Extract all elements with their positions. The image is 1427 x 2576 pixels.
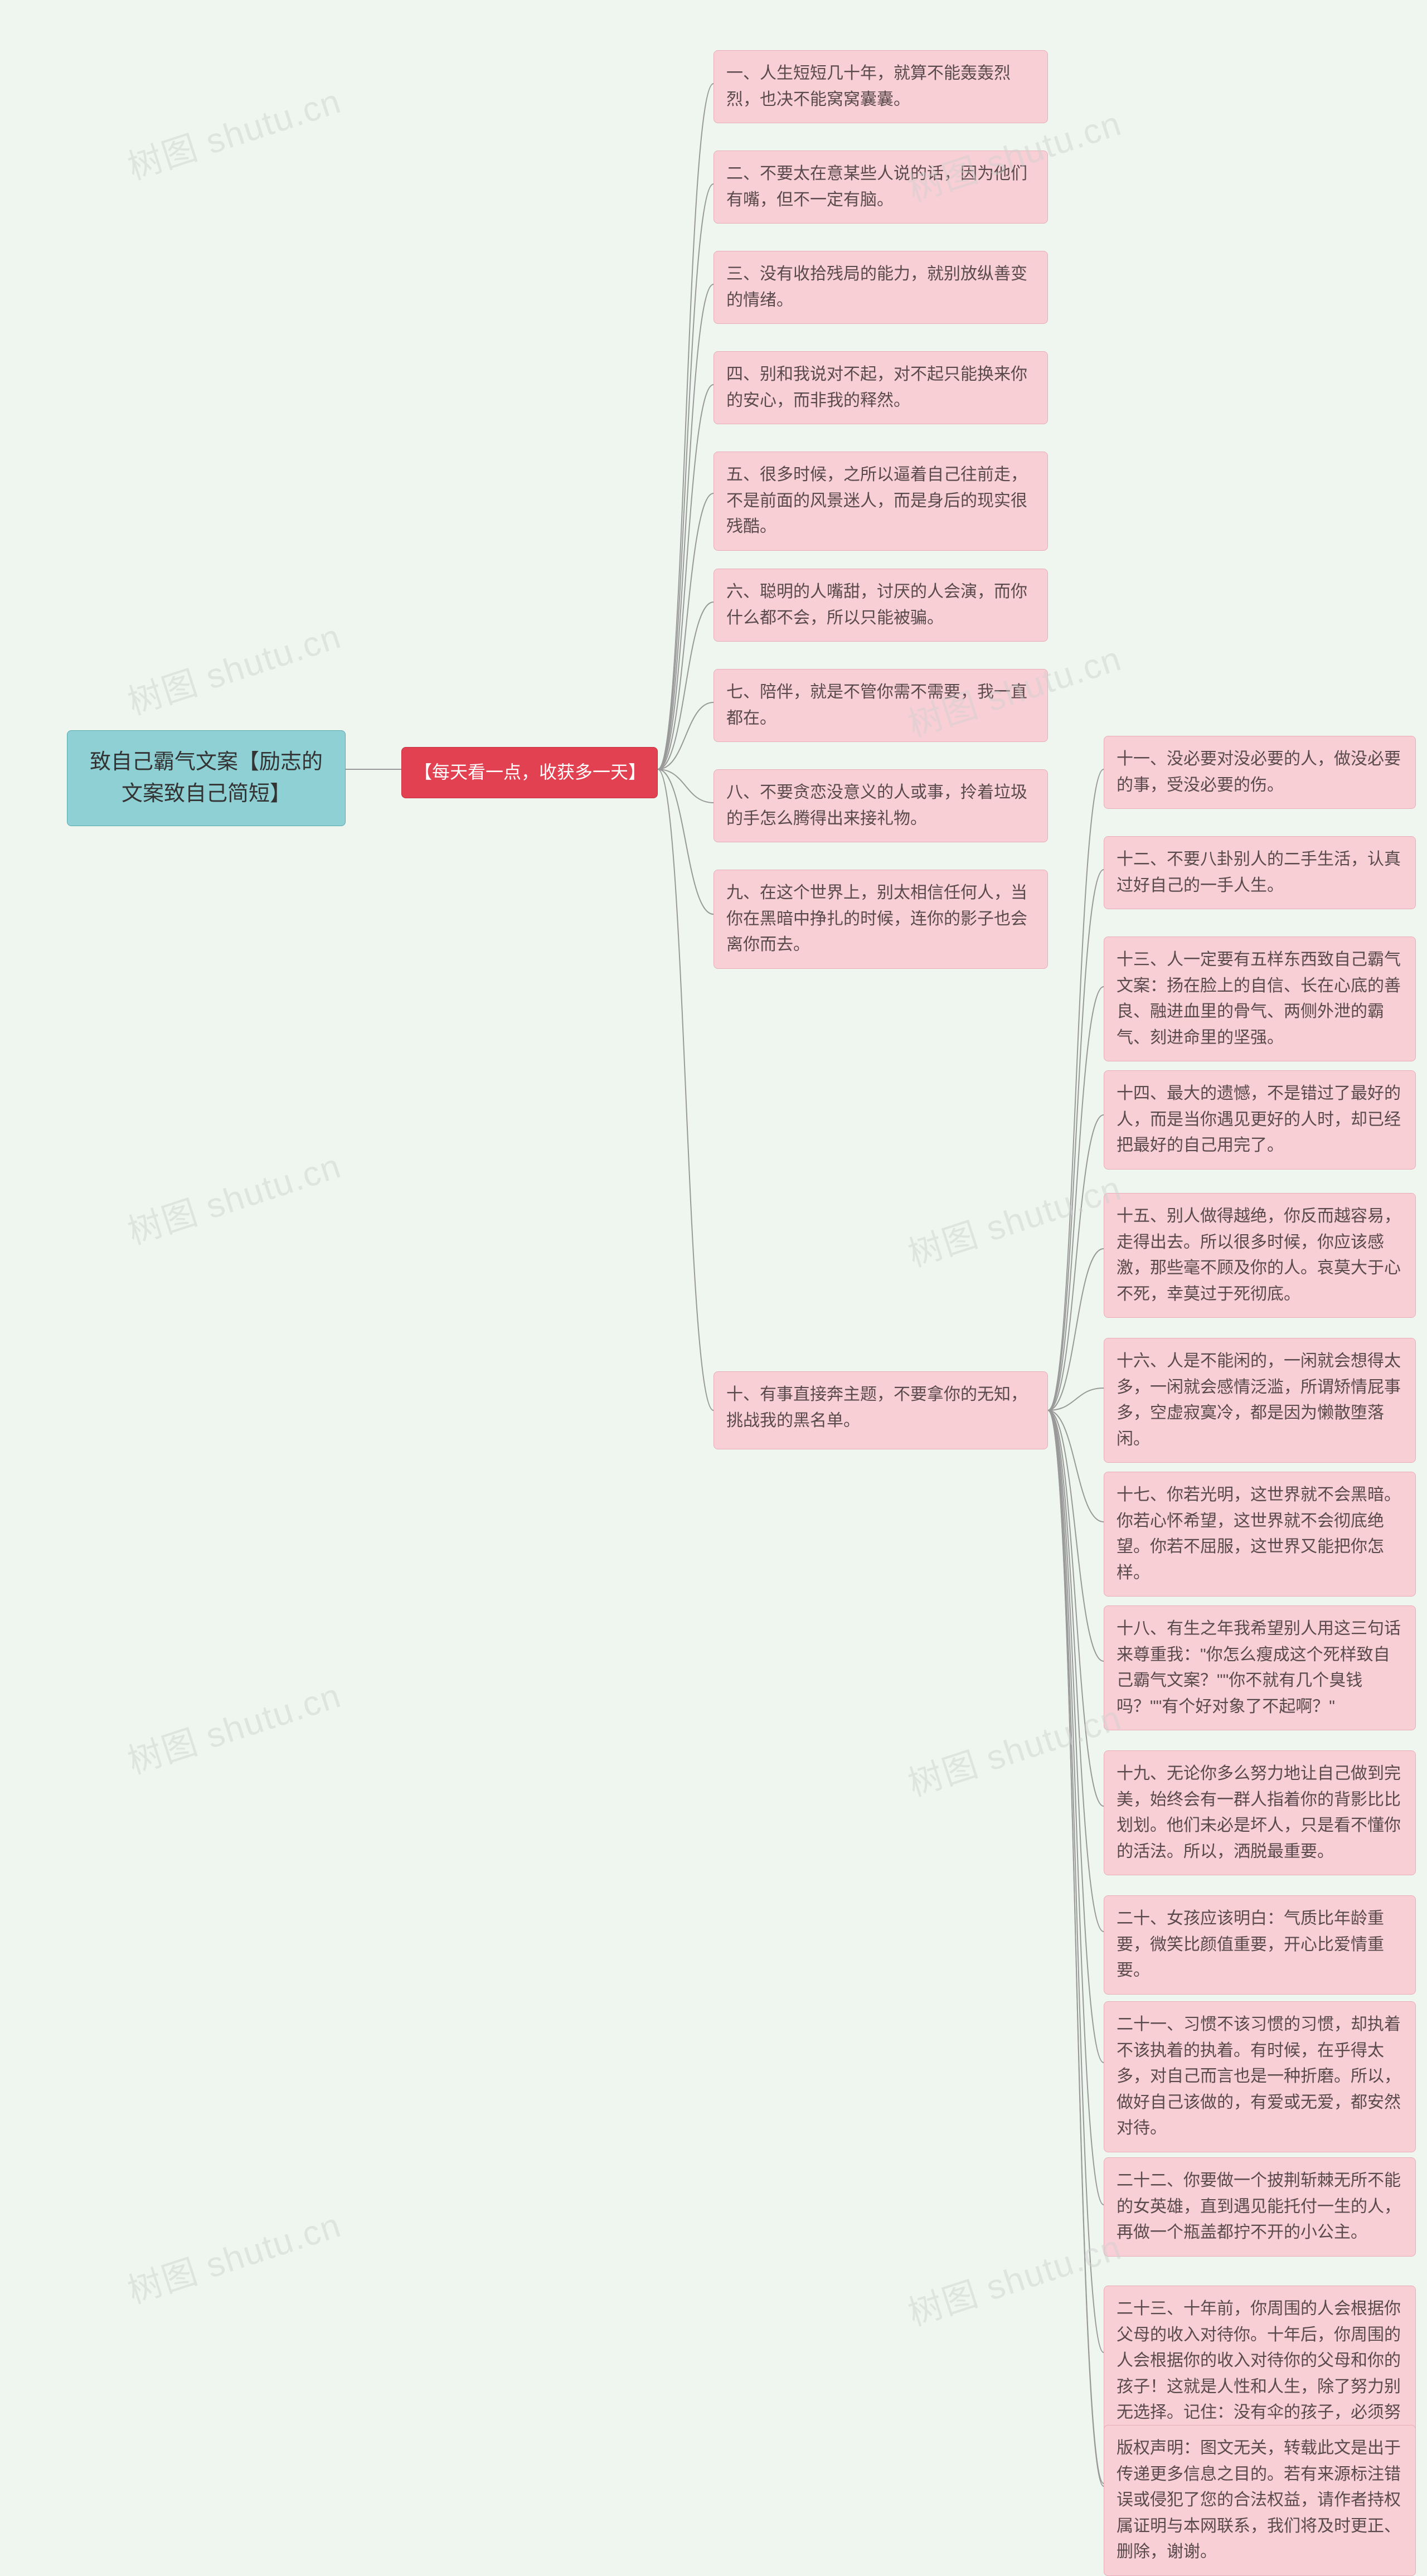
leaf-right-4: 十四、最大的遗憾，不是错过了最好的人，而是当你遇见更好的人时，却已经把最好的自己… <box>1104 1070 1416 1170</box>
leaf-right-11: 二十一、习惯不该习惯的习惯，却执着不该执着的执着。有时候，在乎得太多，对自己而言… <box>1104 2001 1416 2152</box>
leaf-top-8: 八、不要贪恋没意义的人或事，拎着垃圾的手怎么腾得出来接礼物。 <box>714 769 1048 842</box>
leaf-top-1: 一、人生短短几十年，就算不能轰轰烈烈，也决不能窝窝囊囊。 <box>714 50 1048 123</box>
leaf-right-15: 版权声明：图文无关，转载此文是出于传递更多信息之目的。若有来源标注错误或侵犯了您… <box>1104 2425 1416 2576</box>
watermark: 树图 shutu.cn <box>901 1160 1127 1276</box>
leaf-right-6: 十六、人是不能闲的，一闲就会想得太多，一闲就会感情泛滥，所谓矫情屁事多，空虚寂寞… <box>1104 1338 1416 1463</box>
watermark: 树图 shutu.cn <box>120 1667 347 1783</box>
watermark: 树图 shutu.cn <box>120 2197 347 2313</box>
leaf-right-9: 十九、无论你多么努力地让自己做到完美，始终会有一群人指着你的背影比比划划。他们未… <box>1104 1750 1416 1875</box>
watermark: 树图 shutu.cn <box>120 1138 347 1254</box>
watermark: 树图 shutu.cn <box>120 608 347 724</box>
leaf-top-3: 三、没有收拾残局的能力，就别放纵善变的情绪。 <box>714 251 1048 324</box>
watermark: 树图 shutu.cn <box>901 1690 1127 1806</box>
branch-node: 十、有事直接奔主题，不要拿你的无知，挑战我的黑名单。 <box>714 1371 1048 1449</box>
watermark: 树图 shutu.cn <box>901 2219 1127 2335</box>
leaf-right-1: 十一、没必要对没必要的人，做没必要的事，受没必要的伤。 <box>1104 736 1416 809</box>
leaf-right-8: 十八、有生之年我希望别人用这三句话来尊重我："你怎么瘦成这个死样致自己霸气文案？… <box>1104 1605 1416 1730</box>
sub-node: 【每天看一点，收获多一天】 <box>401 747 658 798</box>
leaf-top-6: 六、聪明的人嘴甜，讨厌的人会演，而你什么都不会，所以只能被骗。 <box>714 569 1048 642</box>
watermark: 树图 shutu.cn <box>120 73 347 189</box>
leaf-right-10: 二十、女孩应该明白：气质比年龄重要，微笑比颜值重要，开心比爱情重要。 <box>1104 1895 1416 1995</box>
leaf-right-3: 十三、人一定要有五样东西致自己霸气文案：扬在脸上的自信、长在心底的善良、融进血里… <box>1104 937 1416 1061</box>
leaf-right-5: 十五、别人做得越绝，你反而越容易，走得出去。所以很多时候，你应该感激，那些毫不顾… <box>1104 1193 1416 1318</box>
leaf-top-7: 七、陪伴，就是不管你需不需要，我一直都在。 <box>714 669 1048 742</box>
leaf-top-9: 九、在这个世界上，别太相信任何人，当你在黑暗中挣扎的时候，连你的影子也会离你而去… <box>714 870 1048 969</box>
root-node: 致自己霸气文案【励志的文案致自己简短】 <box>67 730 346 826</box>
leaf-top-4: 四、别和我说对不起，对不起只能换来你的安心，而非我的释然。 <box>714 351 1048 424</box>
leaf-top-2: 二、不要太在意某些人说的话，因为他们有嘴，但不一定有脑。 <box>714 151 1048 224</box>
leaf-top-5: 五、很多时候，之所以逼着自己往前走，不是前面的风景迷人，而是身后的现实很残酷。 <box>714 452 1048 551</box>
leaf-right-7: 十七、你若光明，这世界就不会黑暗。你若心怀希望，这世界就不会彻底绝望。你若不屈服… <box>1104 1472 1416 1597</box>
leaf-right-2: 十二、不要八卦别人的二手生活，认真过好自己的一手人生。 <box>1104 836 1416 909</box>
leaf-right-12: 二十二、你要做一个披荆斩棘无所不能的女英雄，直到遇见能托付一生的人，再做一个瓶盖… <box>1104 2157 1416 2257</box>
